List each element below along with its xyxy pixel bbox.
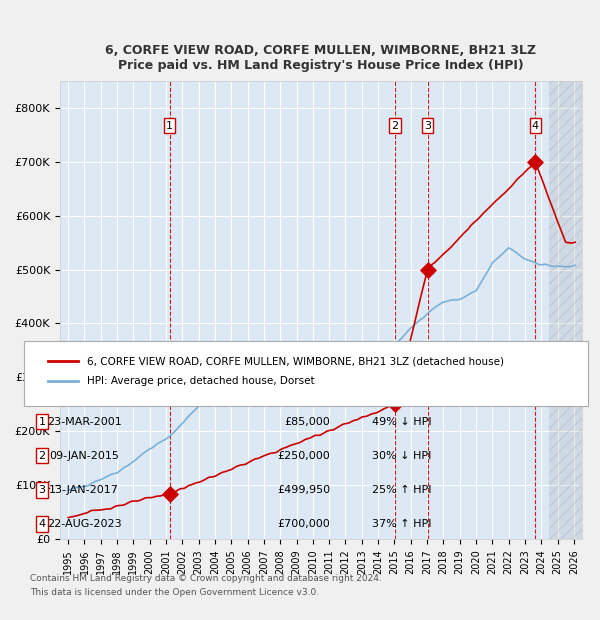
Text: 49% ↓ HPI: 49% ↓ HPI bbox=[372, 417, 431, 427]
Text: 3: 3 bbox=[38, 485, 46, 495]
Point bbox=[530, 157, 540, 167]
Bar bbox=[550, 81, 582, 539]
Bar bbox=[550, 81, 582, 539]
Text: 3: 3 bbox=[424, 120, 431, 131]
Text: 25% ↑ HPI: 25% ↑ HPI bbox=[372, 485, 431, 495]
Text: 1: 1 bbox=[166, 120, 173, 131]
Text: This data is licensed under the Open Government Licence v3.0.: This data is licensed under the Open Gov… bbox=[30, 588, 319, 596]
Text: £85,000: £85,000 bbox=[284, 417, 330, 427]
Text: HPI: Average price, detached house, Dorset: HPI: Average price, detached house, Dors… bbox=[87, 376, 314, 386]
Text: 2: 2 bbox=[38, 451, 46, 461]
Text: 4: 4 bbox=[532, 120, 539, 131]
Title: 6, CORFE VIEW ROAD, CORFE MULLEN, WIMBORNE, BH21 3LZ
Price paid vs. HM Land Regi: 6, CORFE VIEW ROAD, CORFE MULLEN, WIMBOR… bbox=[106, 45, 536, 73]
Text: 1: 1 bbox=[38, 417, 46, 427]
Text: 4: 4 bbox=[38, 519, 46, 529]
Text: £700,000: £700,000 bbox=[277, 519, 330, 529]
Text: 2: 2 bbox=[391, 120, 398, 131]
Text: 13-JAN-2017: 13-JAN-2017 bbox=[49, 485, 119, 495]
Text: 09-JAN-2015: 09-JAN-2015 bbox=[49, 451, 119, 461]
Text: £499,950: £499,950 bbox=[277, 485, 330, 495]
Text: 6, CORFE VIEW ROAD, CORFE MULLEN, WIMBORNE, BH21 3LZ (detached house): 6, CORFE VIEW ROAD, CORFE MULLEN, WIMBOR… bbox=[87, 356, 504, 366]
Point bbox=[165, 489, 175, 498]
Point bbox=[423, 265, 433, 275]
Text: 37% ↑ HPI: 37% ↑ HPI bbox=[372, 519, 431, 529]
Text: Contains HM Land Registry data © Crown copyright and database right 2024.: Contains HM Land Registry data © Crown c… bbox=[30, 574, 382, 583]
Text: 22-AUG-2023: 22-AUG-2023 bbox=[47, 519, 121, 529]
Text: 23-MAR-2001: 23-MAR-2001 bbox=[47, 417, 121, 427]
Point bbox=[390, 399, 400, 409]
Text: £250,000: £250,000 bbox=[277, 451, 330, 461]
Text: 30% ↓ HPI: 30% ↓ HPI bbox=[372, 451, 431, 461]
